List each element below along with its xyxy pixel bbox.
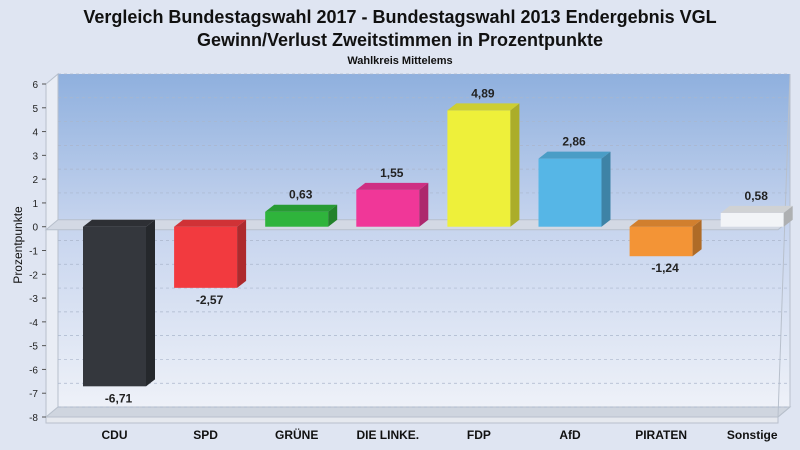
x-tick-label: SPD [193, 428, 218, 442]
bar-side [146, 219, 155, 387]
data-label: 0,63 [289, 188, 313, 202]
bar-top [265, 204, 338, 212]
bar-fdp: 4,89 [447, 86, 520, 227]
data-label: 2,86 [562, 135, 586, 149]
bar-top [538, 151, 611, 159]
y-tick-label: 4 [32, 128, 38, 139]
data-label: -6,71 [105, 391, 133, 405]
y-tick-label: 1 [32, 199, 38, 210]
chart-title: Vergleich Bundestagswahl 2017 - Bundesta… [83, 7, 716, 27]
y-tick-label: -7 [29, 389, 38, 400]
chart-title-line-2: Gewinn/Verlust Zweitstimmen in Prozentpu… [197, 30, 603, 50]
y-tick-label: 3 [32, 151, 38, 162]
y-axis-label: Prozentpunkte [11, 206, 25, 284]
x-tick-label: PIRATEN [635, 428, 687, 442]
y-axis: 6 5 4 3 2 1 0 -1 -2 -3 -4 -5 -6 -7 -8 [29, 80, 46, 424]
bar-side [692, 219, 702, 257]
bars: -6,71 -2,57 0,63 1,55 4,89 2,86 -1,24 0,58 [83, 86, 793, 405]
bar-top [356, 182, 429, 190]
y-tick-label: -3 [29, 294, 38, 305]
bar-front [356, 189, 420, 227]
x-tick-label: DIE LINKE. [356, 428, 419, 442]
bar-front [538, 158, 602, 227]
bar-front [265, 211, 329, 227]
bar-top [720, 205, 793, 213]
bar-top [83, 219, 155, 227]
bar-front [447, 110, 511, 227]
bar-afd: 2,86 [538, 135, 611, 227]
bar-side [237, 219, 247, 288]
data-label: -2,57 [196, 293, 224, 307]
bar-front [629, 226, 693, 257]
bar-side [328, 204, 338, 227]
y-tick-label: 6 [32, 80, 38, 91]
x-tick-label: Sonstige [727, 428, 778, 442]
y-tick-label: 2 [32, 175, 38, 186]
y-tick-label: -8 [29, 413, 38, 424]
x-axis: CDU SPD GRÜNE DIE LINKE. FDP AfD PIRATEN Sonsti… [102, 427, 778, 442]
bar-top [174, 219, 247, 227]
bar-spd: -2,57 [174, 219, 247, 307]
y-tick-label: 0 [32, 223, 38, 234]
data-label: 1,55 [380, 166, 404, 180]
y-tick-label: 5 [32, 104, 38, 115]
bar-side [510, 103, 520, 227]
bar-front [720, 212, 784, 227]
chart-subtitle: Wahlkreis Mittelems [347, 55, 452, 67]
bar-cdu: -6,71 [83, 219, 155, 405]
y-tick-label: -4 [29, 318, 38, 329]
bar-sonstige: 0,58 [720, 189, 793, 227]
x-tick-label: CDU [102, 428, 128, 442]
x-tick-label: FDP [467, 428, 491, 442]
bar-piraten: -1,24 [629, 219, 702, 275]
bar-top [447, 103, 520, 111]
y-tick-label: -2 [29, 270, 38, 281]
y-tick-label: -5 [29, 342, 38, 353]
data-label: 4,89 [471, 86, 495, 100]
bar-front [83, 226, 146, 387]
bar-front [174, 226, 238, 288]
bar-side [419, 182, 429, 227]
bar-side [601, 151, 611, 227]
data-label: 0,58 [745, 189, 769, 203]
y-tick-label: -1 [29, 247, 38, 258]
bar-side [783, 205, 793, 227]
data-label: -1,24 [651, 261, 679, 275]
bar-die-linke: 1,55 [356, 166, 429, 227]
bar-top [629, 219, 702, 227]
y-tick-label: -6 [29, 365, 38, 376]
x-tick-label: GRÜNE [275, 427, 318, 442]
x-tick-label: AfD [559, 428, 581, 442]
bar-gr-ne: 0,63 [265, 188, 338, 227]
